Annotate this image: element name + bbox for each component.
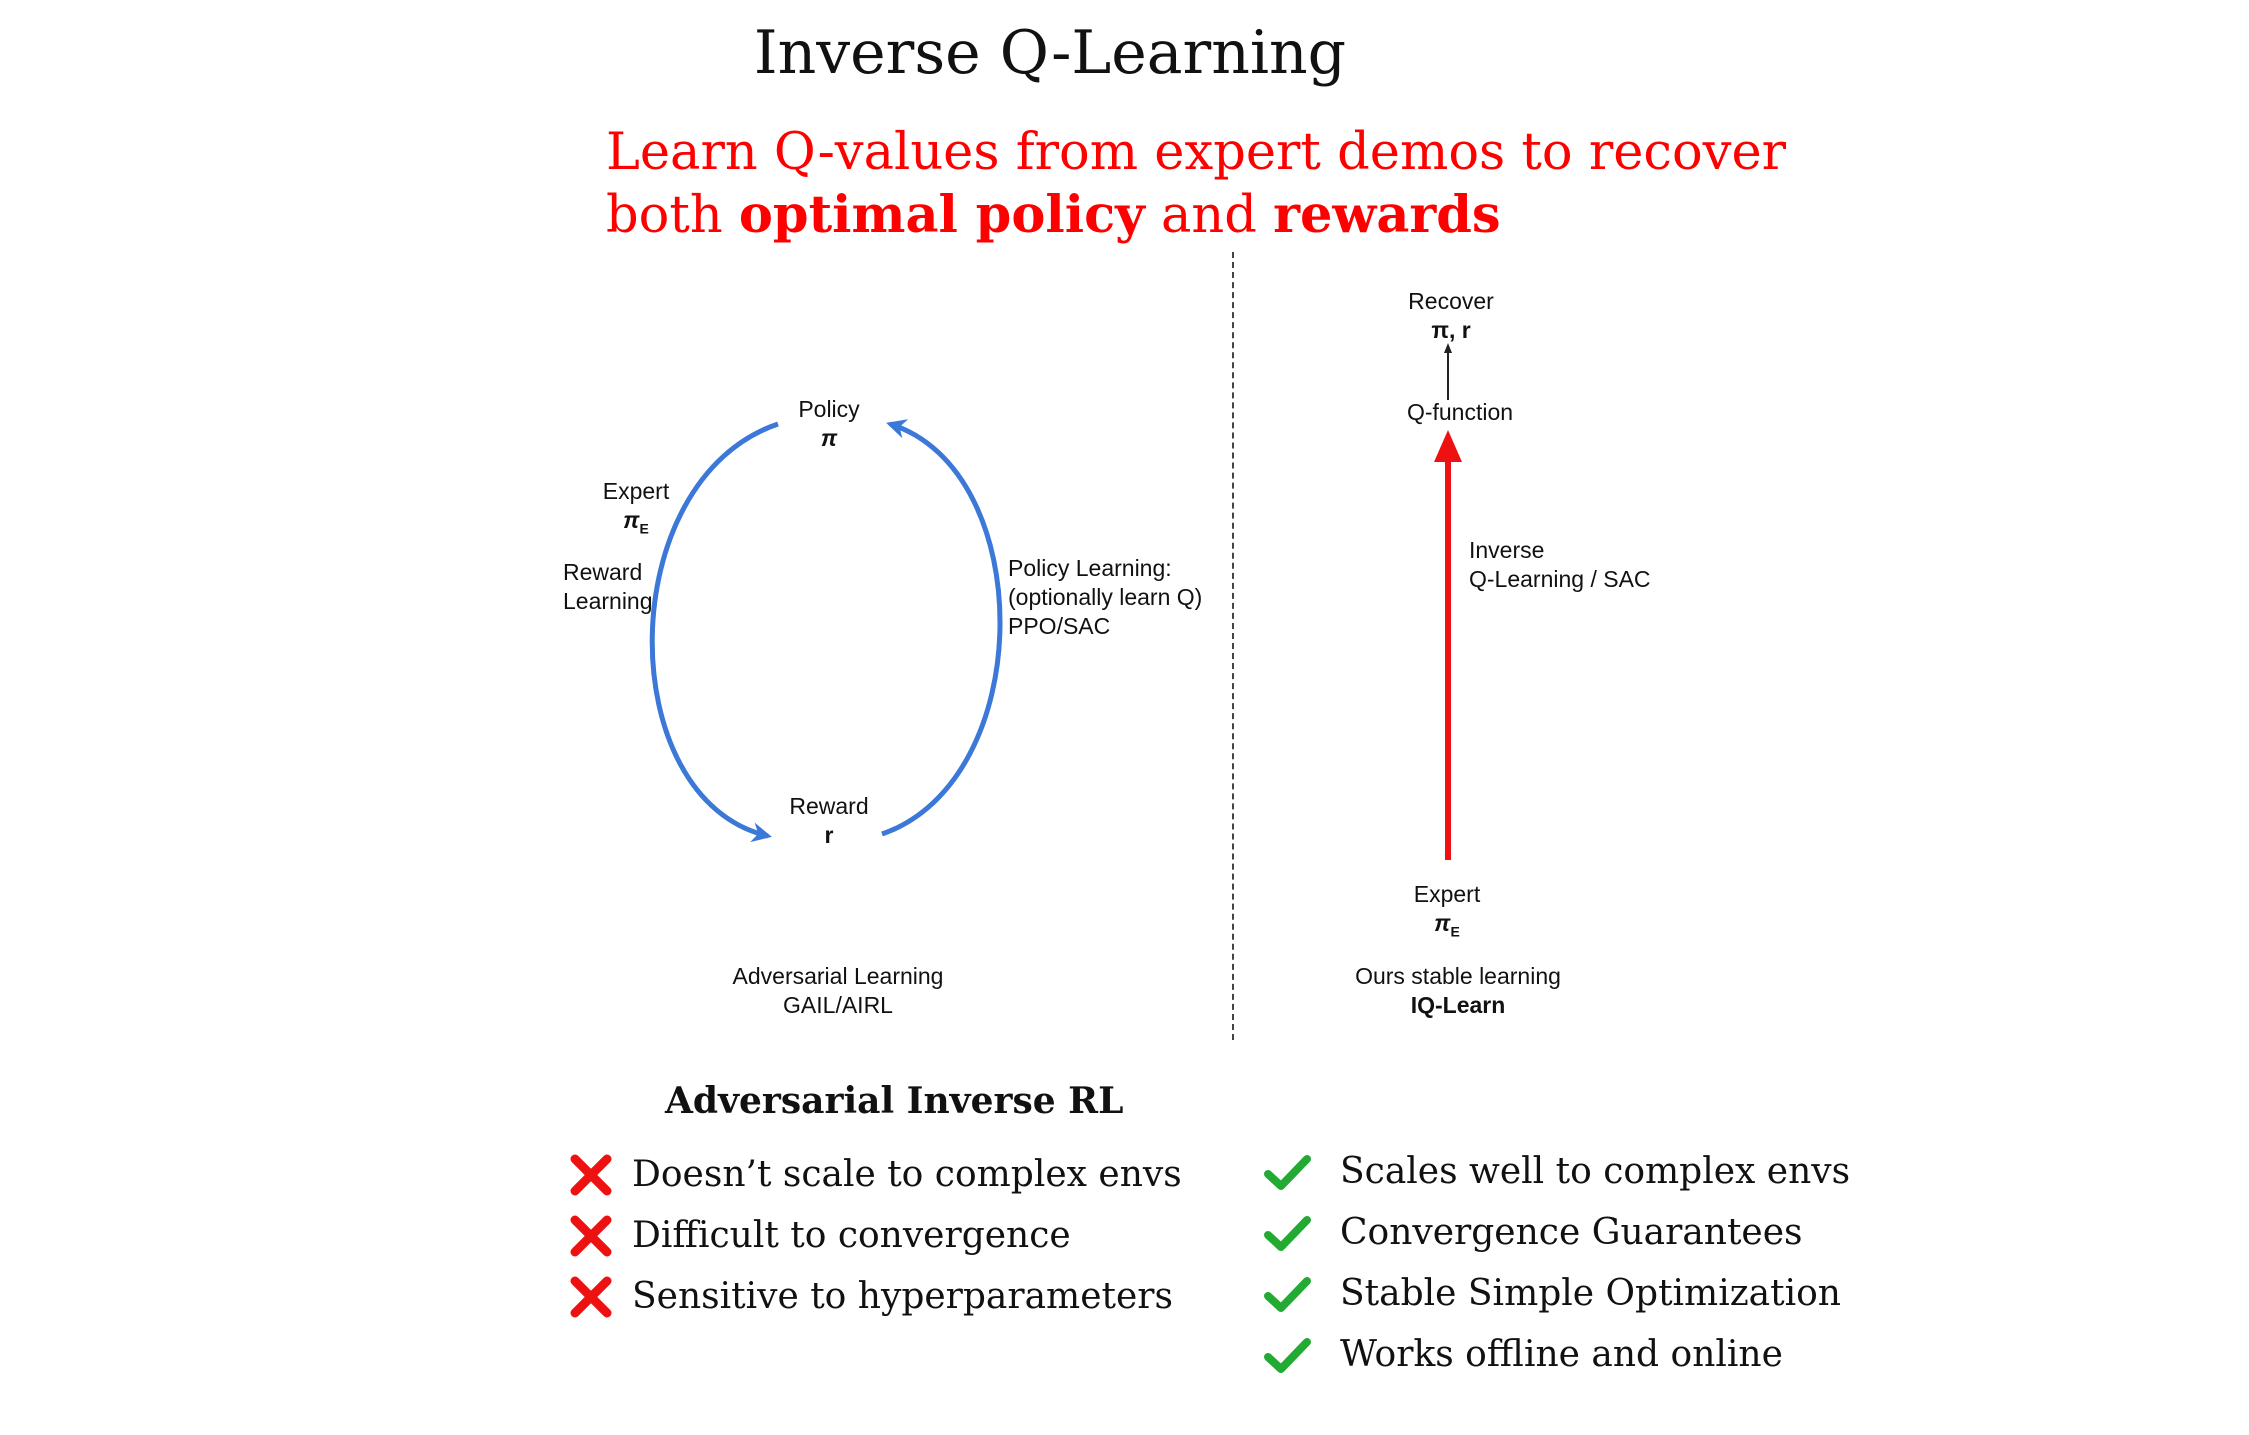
qfunction-node: Q-function bbox=[1406, 399, 1514, 425]
cross-icon bbox=[570, 1276, 612, 1317]
cons-list: Doesn’t scale to complex envs Difficult … bbox=[566, 1144, 1182, 1327]
reward-learning-line: Reward bbox=[563, 559, 643, 585]
subtitle-emphasis-policy: optimal policy bbox=[738, 185, 1145, 245]
subtitle-emphasis-rewards: rewards bbox=[1273, 185, 1501, 245]
subtitle-line-2: both optimal policy and rewards bbox=[606, 184, 1786, 247]
left-caption-line: GAIL/AIRL bbox=[783, 992, 893, 1018]
cons-item: Difficult to convergence bbox=[566, 1205, 1182, 1266]
expert-symbol: π bbox=[1434, 910, 1451, 936]
cons-item-text: Difficult to convergence bbox=[632, 1215, 1071, 1256]
recover-symbols: π, r bbox=[1431, 317, 1471, 343]
cons-item-text: Sensitive to hyperparameters bbox=[632, 1276, 1173, 1317]
page-title: Inverse Q-Learning bbox=[753, 18, 1347, 88]
pros-item-text: Stable Simple Optimization bbox=[1340, 1273, 1841, 1314]
right-caption-method: IQ-Learn bbox=[1410, 992, 1506, 1018]
expert-label: Expert bbox=[1413, 881, 1481, 907]
iq-learn-arrowhead bbox=[1434, 430, 1462, 462]
cross-icon bbox=[570, 1154, 612, 1195]
expert-symbol: π bbox=[623, 507, 640, 533]
policy-node: Policy π bbox=[779, 395, 879, 453]
left-caption: Adversarial Learning GAIL/AIRL bbox=[700, 962, 976, 1020]
expert-node-right: Expert πE bbox=[1397, 880, 1497, 947]
pros-item: Convergence Guarantees bbox=[1262, 1202, 1850, 1263]
expert-subscript: E bbox=[1450, 923, 1460, 940]
reward-learning-line: Learning bbox=[563, 588, 653, 614]
pros-item: Scales well to complex envs bbox=[1262, 1141, 1850, 1202]
right-caption: Ours stable learning IQ-Learn bbox=[1326, 962, 1590, 1020]
expert-label: Expert bbox=[602, 478, 670, 504]
policy-learning-line: (optionally learn Q) bbox=[1008, 584, 1203, 610]
check-icon bbox=[1264, 1337, 1311, 1373]
left-caption-line: Adversarial Learning bbox=[732, 963, 944, 989]
reward-node: Reward r bbox=[779, 792, 879, 850]
reward-label: Reward bbox=[789, 793, 869, 819]
check-icon bbox=[1264, 1154, 1311, 1190]
policy-learning-line: PPO/SAC bbox=[1008, 613, 1111, 639]
inverse-q-learning-line: Q-Learning / SAC bbox=[1469, 566, 1651, 592]
pros-item-text: Works offline and online bbox=[1340, 1334, 1783, 1375]
subtitle-line-1: Learn Q-values from expert demos to reco… bbox=[606, 123, 1787, 182]
policy-label: Policy bbox=[798, 396, 860, 422]
subtitle-text: both bbox=[606, 186, 739, 245]
pros-item: Stable Simple Optimization bbox=[1262, 1263, 1850, 1324]
right-caption-line: Ours stable learning bbox=[1355, 963, 1561, 989]
policy-symbol: π bbox=[820, 425, 838, 451]
subtitle-text: and bbox=[1144, 186, 1274, 245]
inverse-q-learning-line: Inverse bbox=[1469, 537, 1545, 563]
subtitle: Learn Q-values from expert demos to reco… bbox=[606, 122, 1786, 247]
cons-item: Sensitive to hyperparameters bbox=[566, 1266, 1182, 1327]
inverse-q-learning-label: Inverse Q-Learning / SAC bbox=[1469, 536, 1651, 594]
pros-item-text: Scales well to complex envs bbox=[1340, 1151, 1851, 1192]
pros-item: Works offline and online bbox=[1262, 1324, 1850, 1385]
check-icon bbox=[1264, 1215, 1311, 1251]
cons-heading: Adversarial Inverse RL bbox=[665, 1080, 1124, 1122]
pros-item-text: Convergence Guarantees bbox=[1340, 1212, 1803, 1253]
check-icon bbox=[1264, 1276, 1311, 1312]
recover-label: Recover bbox=[1408, 288, 1494, 314]
policy-learning-label: Policy Learning: (optionally learn Q) PP… bbox=[1008, 554, 1202, 641]
reward-symbol: r bbox=[824, 822, 834, 848]
expert-node-left: Expert πE bbox=[590, 477, 682, 544]
pros-list: Scales well to complex envs Convergence … bbox=[1262, 1141, 1850, 1385]
policy-learning-arrow bbox=[881, 419, 1003, 837]
cons-item-text: Doesn’t scale to complex envs bbox=[632, 1154, 1182, 1195]
policy-learning-line: Policy Learning: bbox=[1008, 555, 1172, 581]
reward-learning-label: Reward Learning bbox=[563, 558, 653, 616]
cross-icon bbox=[570, 1215, 612, 1256]
cons-item: Doesn’t scale to complex envs bbox=[566, 1144, 1182, 1205]
section-divider bbox=[1232, 252, 1234, 1040]
expert-subscript: E bbox=[639, 520, 649, 537]
recover-node: Recover π, r bbox=[1383, 287, 1519, 345]
